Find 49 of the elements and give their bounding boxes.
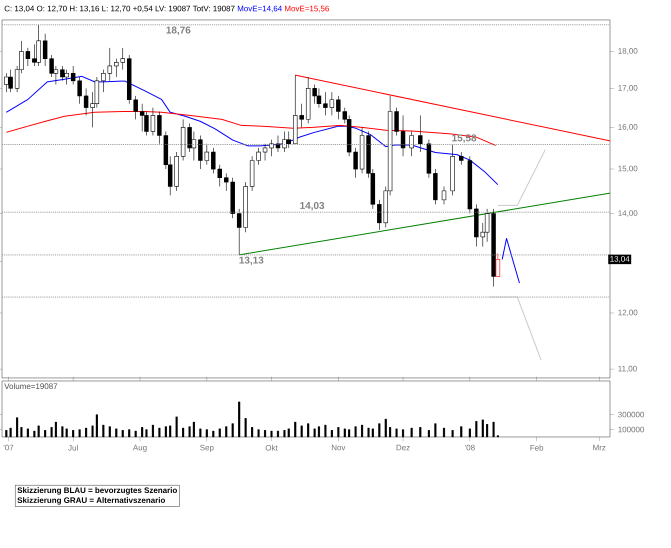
candlestick [157,111,162,144]
candlestick [70,66,76,85]
candlestick [484,208,490,242]
candlestick [198,135,203,170]
candlestick [204,143,210,166]
candlestick [77,76,82,104]
candlestick [496,253,500,277]
candlestick [114,58,119,78]
candlestick [353,148,358,178]
candlestick [192,131,196,161]
ref-line-label: 13,13 [239,256,264,266]
candlestick [442,186,446,205]
candlestick [236,208,242,256]
candlestick [336,96,341,120]
candlestick [140,103,144,132]
candlestick [224,173,228,192]
candlestick [312,84,317,104]
candlestick [394,107,399,136]
candlestick [316,88,322,108]
candlestick [8,69,13,92]
line-series [6,111,496,146]
candlestick [409,131,414,157]
candlestick [101,69,106,92]
candlestick [150,107,156,136]
candlestick [256,148,261,166]
candlestick [4,73,9,92]
candlestick [36,24,41,66]
candlestick [84,88,88,116]
candlestick [282,131,287,152]
candlestick [323,92,328,116]
candlestick [42,33,48,66]
candlestick [120,48,125,70]
candlestick [108,48,112,82]
candlestick [211,148,216,174]
candlestick [32,44,37,66]
ref-line-label: 15,58 [452,134,476,143]
candlestick [26,48,30,66]
candlestick [418,115,423,152]
candlestick [218,164,222,187]
candlestick [330,92,334,116]
candlestick [64,69,69,85]
candlestick [400,115,406,157]
ref-line-label: 14,03 [300,202,324,210]
candlestick [459,152,464,166]
candlestick [377,200,382,230]
candlestick [60,66,65,82]
candlestick [133,96,138,120]
ref-line-label: 18,76 [166,26,190,35]
candlestick [299,103,304,128]
